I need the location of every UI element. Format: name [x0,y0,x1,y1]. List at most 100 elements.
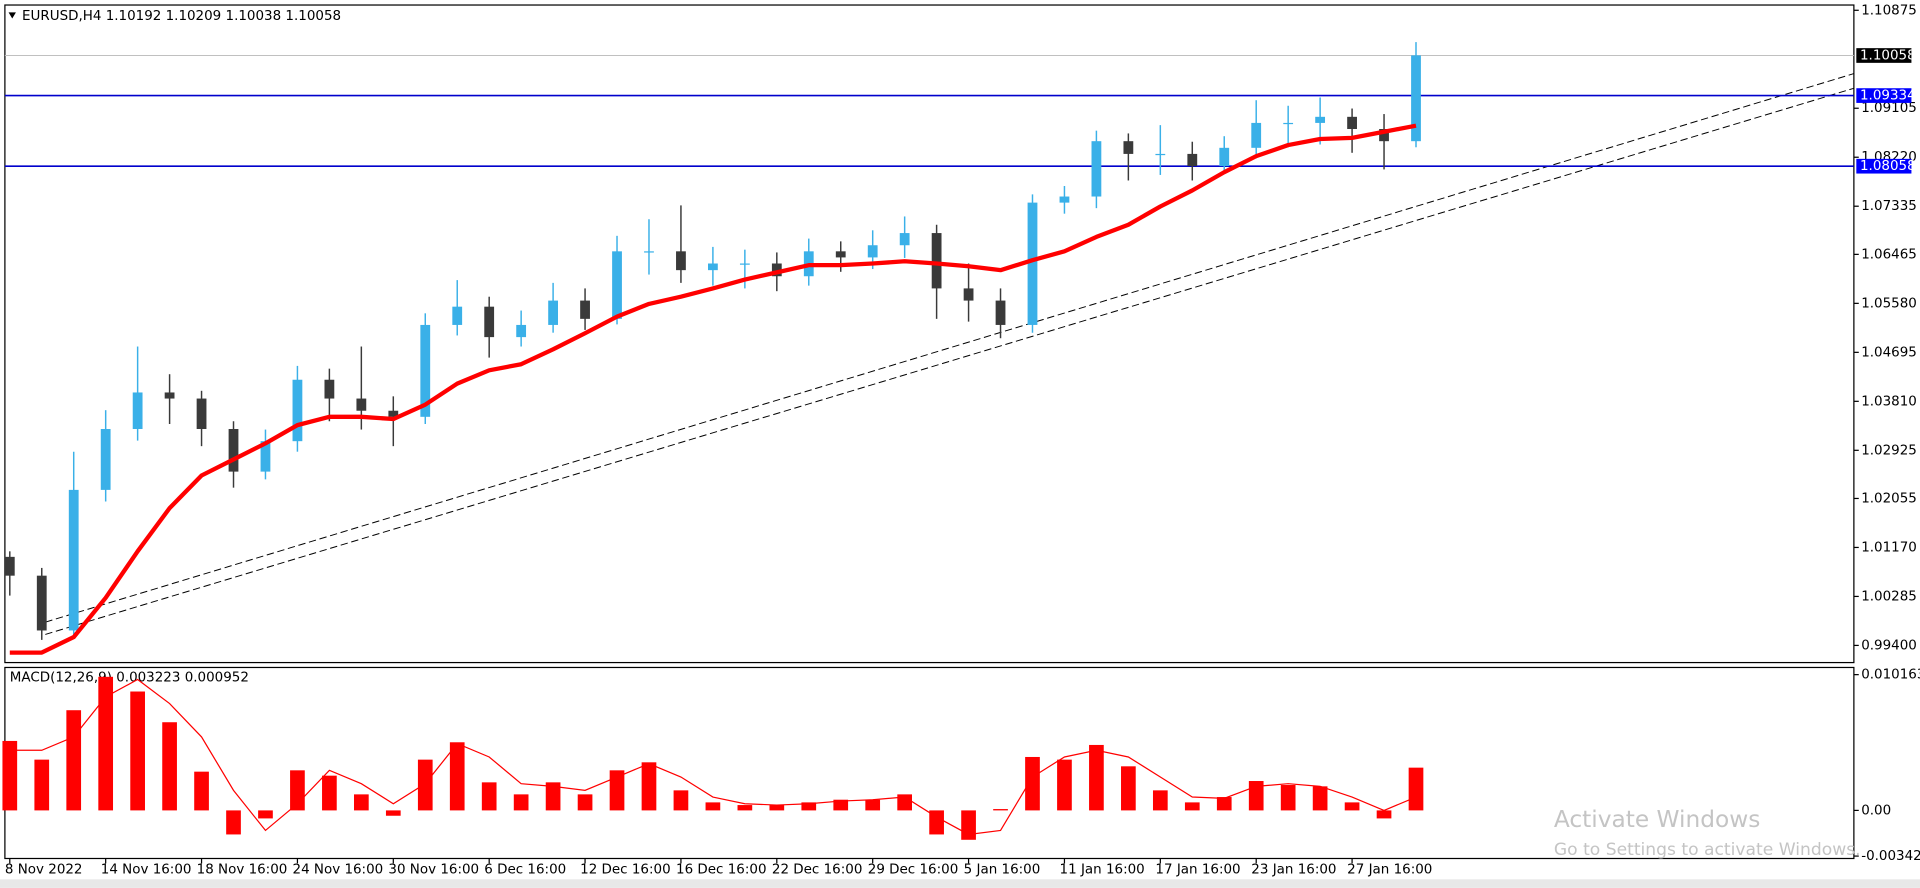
macd-bar [801,802,817,811]
collapse-arrow[interactable] [8,12,16,19]
candle-body [739,263,750,265]
macd-bar [1376,810,1392,819]
y-tick-label: 1.02055 [1861,491,1917,506]
macd-bar [1344,802,1360,811]
candle-body [1155,153,1166,156]
macd-bar [577,794,593,811]
candle-body [100,428,111,490]
macd-bar [34,759,50,811]
candle-body [995,300,1006,325]
candle-body [1123,141,1134,154]
candle-body [356,398,367,411]
candle-body [452,306,463,325]
macd-bar [1089,744,1104,811]
macd-bar [162,722,177,811]
candle-body [68,489,79,631]
moving-average [9,123,1417,655]
x-tick-label: 23 Jan 16:00 [1251,863,1336,878]
macd-bar [2,740,18,811]
y-tick-label: 1.09105 [1861,101,1917,116]
x-tick-label: 22 Dec 16:00 [772,863,862,878]
candle-body [196,398,207,429]
candle-body [548,300,558,325]
candle-body [36,575,47,631]
macd-bar [98,676,114,811]
macd-bar [769,805,785,811]
chart-title: EURUSD,H4 1.10192 1.10209 1.10038 1.1005… [22,9,341,24]
candle-body [708,263,718,271]
candle-body [899,233,910,246]
candle-body [516,324,527,338]
candle-body [580,300,590,319]
macd-bar [705,802,721,811]
macd-bar [865,799,881,811]
candle-body [1251,122,1262,148]
price-panel [4,4,1855,664]
macd-bar [833,799,849,811]
x-tick-label: 24 Nov 16:00 [293,863,384,878]
y-tick-label: 1.00285 [1861,589,1917,604]
y-tick-label: 1.06465 [1861,247,1917,262]
macd-bar [66,710,82,811]
candle-body [1059,196,1070,203]
candle-body [867,245,878,258]
y-tick-label: 1.04695 [1861,345,1917,360]
y-tick-label: 1.10875 [1861,3,1917,18]
candle-body [132,392,143,429]
candle-body [612,251,622,319]
macd-bar [513,794,529,811]
price-level-box [1856,48,1912,63]
macd-bar [673,790,689,811]
candle-body [4,556,15,576]
x-tick-label: 6 Dec 16:00 [484,863,566,878]
y-tick-label: 1.03810 [1861,394,1917,409]
candle-body [260,441,271,472]
macd-bar [993,809,1008,811]
x-tick-label: 14 Nov 16:00 [101,863,192,878]
candle-body [164,392,175,399]
macd-bar [385,810,401,816]
candle-body [1411,55,1421,142]
macd-bar [449,742,465,811]
y-tick-label: -0.00342 [1861,849,1920,864]
candle-body [324,379,335,399]
macd-bar [961,810,976,840]
x-tick-label: 8 Nov 2022 [5,863,83,878]
candle-body [228,428,239,472]
candle-body [1027,202,1038,325]
macd-bar [194,771,209,811]
macd-bar [258,810,273,819]
candle-body [835,251,846,258]
price-level-box [1856,158,1912,174]
macd-bar [1184,802,1200,811]
candle-body [1219,147,1230,167]
tab-strip [0,879,1920,888]
x-tick-label: 27 Jan 16:00 [1347,863,1432,878]
price-level-label: 1.09334 [1860,89,1916,104]
price-level-label: 1.10058 [1860,48,1916,63]
y-tick-label: 1.01170 [1861,540,1917,555]
macd-bar [1408,767,1424,811]
macd-bar [1280,785,1296,811]
macd-bar [226,810,241,835]
y-tick-label: 0.00 [1861,803,1891,818]
x-tick-label: 17 Jan 16:00 [1155,863,1240,878]
candle-body [931,233,942,289]
candle-body [1187,153,1198,167]
price-level-label: 1.08058 [1860,159,1916,174]
x-tick-label: 18 Nov 16:00 [197,863,288,878]
y-tick-label: 1.02925 [1861,443,1917,458]
y-tick-label: 1.05580 [1861,296,1917,311]
x-tick-label: 12 Dec 16:00 [580,863,670,878]
candle-body [420,324,431,417]
macd-bar [417,759,433,811]
macd-bar [641,762,657,811]
candle-body [771,263,782,277]
y-tick-label: 1.07335 [1861,199,1917,214]
macd-bar [737,805,753,811]
macd-bar [481,782,497,811]
candle-body [1347,116,1357,130]
x-tick-label: 11 Jan 16:00 [1060,863,1145,878]
candle-body [963,288,974,301]
